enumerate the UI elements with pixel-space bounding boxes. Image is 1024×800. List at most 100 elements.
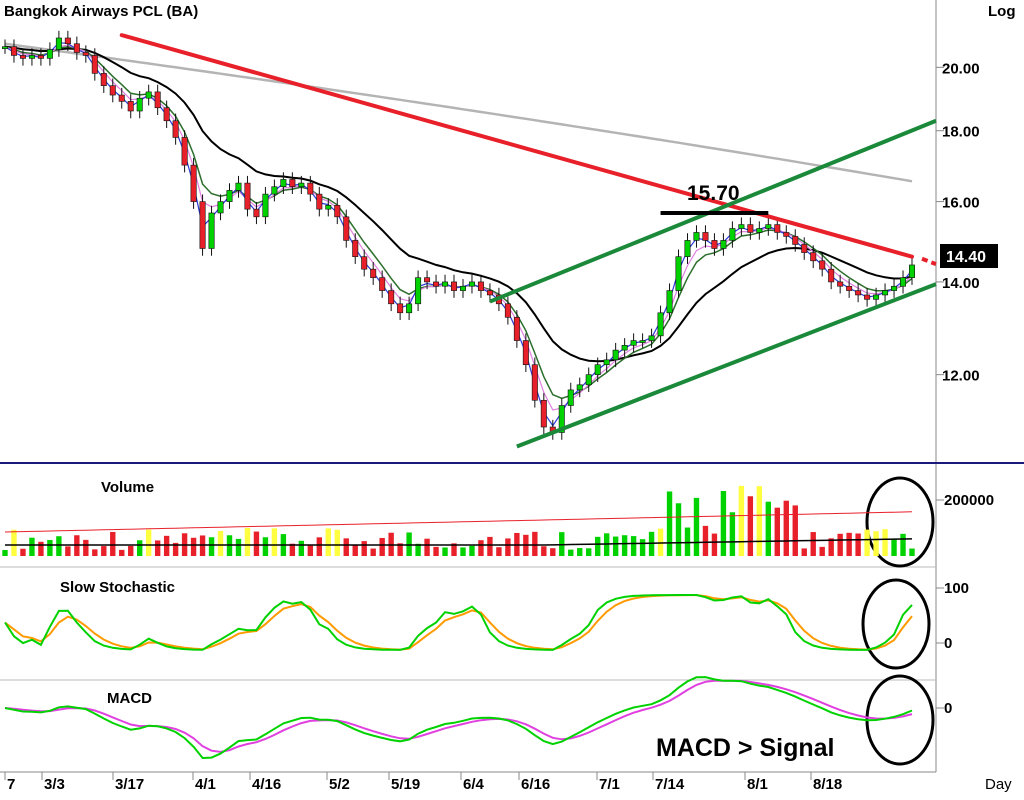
candle-body	[639, 340, 646, 343]
macd-annotation: MACD > Signal	[656, 734, 835, 762]
volume-avg-red	[4, 511, 913, 533]
candle-body	[846, 285, 853, 291]
x-tick-label: 7	[7, 776, 15, 793]
candle-body	[585, 374, 592, 386]
volume-bar	[756, 486, 763, 556]
last-price-label: 14.40	[946, 249, 986, 266]
stochastic-title: Slow Stochastic	[60, 579, 175, 596]
volume-bar	[137, 540, 143, 556]
candle-body	[630, 340, 637, 346]
volume-bar	[810, 532, 816, 556]
candle-body	[361, 256, 368, 270]
volume-bar	[145, 529, 152, 556]
candle-body	[513, 317, 520, 341]
candle-body	[531, 364, 538, 401]
candle-body	[289, 179, 296, 188]
candle-body	[468, 281, 475, 287]
candle-body	[379, 277, 386, 291]
price-tick-label: 14.00	[942, 275, 980, 292]
x-tick-label: 5/2	[329, 776, 350, 793]
volume-bar	[2, 550, 8, 556]
volume-bar	[154, 540, 161, 556]
candle-body	[693, 232, 700, 241]
volume-bar	[11, 529, 17, 556]
volume-bar	[909, 548, 915, 556]
volume-bar	[882, 529, 888, 556]
volume-bar	[83, 539, 89, 556]
volume-bar	[577, 548, 583, 556]
candle-body	[100, 73, 107, 86]
candle-body	[325, 205, 332, 210]
volume-bar	[469, 545, 475, 556]
x-tick-label: 7/14	[655, 776, 685, 793]
candle-body	[729, 228, 736, 241]
candle-body	[720, 240, 727, 249]
candle-body	[666, 290, 673, 314]
volume-bar	[702, 525, 709, 556]
stochastic-k-line	[4, 594, 913, 651]
candle-body	[334, 205, 341, 218]
x-tick-label: 3/3	[44, 776, 65, 793]
candle-body	[621, 345, 628, 351]
candle-body	[576, 384, 583, 391]
x-tick-label: 3/17	[115, 776, 144, 793]
macd-line	[4, 676, 913, 760]
volume-bar	[65, 546, 71, 556]
candle-body	[774, 224, 781, 233]
volume-bar	[487, 536, 493, 556]
resistance-trendline	[119, 33, 914, 259]
x-tick-label: 7/1	[599, 776, 620, 793]
volume-bar	[630, 536, 637, 556]
chart-title: Bangkok Airways PCL (BA)	[4, 3, 198, 20]
candle-body	[208, 212, 215, 249]
volume-bar	[783, 500, 789, 556]
volume-bar	[235, 538, 242, 556]
candle-body	[352, 240, 359, 257]
x-axis-unit: Day	[985, 776, 1012, 793]
volume-bar	[352, 544, 358, 556]
highlight-circle	[865, 476, 935, 568]
volume-bar	[92, 549, 98, 556]
volume-bar	[774, 507, 780, 556]
candle-body	[91, 55, 98, 74]
candle-body	[55, 37, 62, 50]
volume-bar	[424, 538, 430, 556]
volume-bar	[47, 540, 53, 556]
candle-body	[406, 303, 413, 314]
candle-body	[10, 46, 17, 56]
candle-body	[567, 389, 574, 406]
candle-body	[226, 190, 233, 202]
panel-tick-label: 100	[944, 580, 969, 597]
volume-bar	[891, 538, 897, 556]
volume-bar	[693, 497, 700, 556]
candle-body	[756, 228, 763, 233]
candle-body	[199, 201, 206, 249]
candle-body	[612, 349, 619, 361]
candle-body	[702, 232, 709, 241]
volume-bar	[316, 537, 323, 556]
x-tick-label: 8/1	[747, 776, 768, 793]
candle-body	[163, 107, 170, 122]
volume-bar	[433, 546, 439, 556]
volume-bar	[20, 548, 26, 556]
price-tick-label: 16.00	[942, 195, 980, 212]
volume-bar	[29, 537, 35, 556]
volume-bar	[119, 549, 125, 556]
x-tick-label: 4/1	[195, 776, 216, 793]
candle-body	[19, 55, 26, 59]
candle-body	[118, 94, 125, 102]
candle-body	[388, 290, 395, 305]
candle-body	[316, 193, 323, 210]
volume-bar	[639, 539, 646, 556]
volume-bar	[801, 548, 807, 556]
volume-bar	[217, 530, 224, 556]
candle-body	[307, 182, 314, 195]
volume-bar	[621, 535, 628, 556]
candle-body	[675, 256, 682, 291]
candle-body	[765, 224, 772, 229]
candle-body	[837, 281, 844, 287]
channel-lower-line	[516, 282, 937, 449]
volume-bar	[711, 533, 718, 556]
candle-body	[648, 335, 655, 341]
